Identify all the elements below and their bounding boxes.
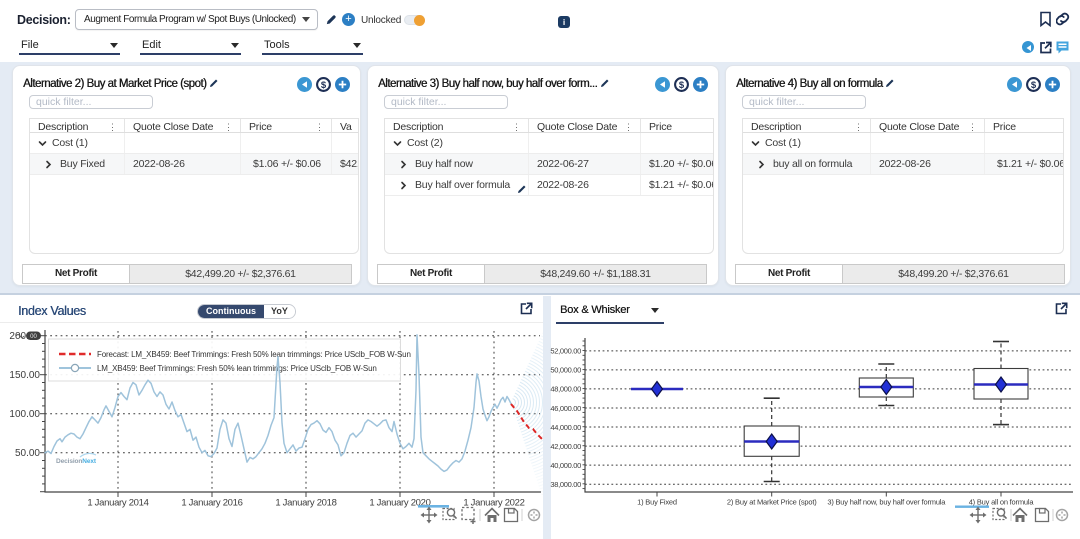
svg-text:38,000.00: 38,000.00 — [550, 480, 581, 489]
svg-text:LM_XB459: Beef Trimmings: Fres: LM_XB459: Beef Trimmings: Fresh 50% lean… — [97, 364, 377, 373]
svg-text:1) Buy Fixed: 1) Buy Fixed — [637, 498, 677, 507]
svg-text:44,000.00: 44,000.00 — [550, 423, 581, 432]
svg-text:1 January 2022: 1 January 2022 — [463, 498, 524, 509]
svg-text:$: $ — [321, 80, 327, 91]
svg-text:3) Buy half now, buy half over: 3) Buy half now, buy half over formula — [827, 498, 946, 507]
svg-text:4) Buy all on formula: 4) Buy all on formula — [969, 498, 1035, 507]
svg-text:50.00: 50.00 — [15, 448, 40, 459]
svg-text:2) Buy at Market Price (spot): 2) Buy at Market Price (spot) — [727, 498, 817, 507]
svg-text:50,000.00: 50,000.00 — [550, 366, 581, 375]
svg-text:46,000.00: 46,000.00 — [550, 404, 581, 413]
svg-text:52,000.00: 52,000.00 — [550, 347, 581, 356]
svg-text:DecisionNext: DecisionNext — [56, 458, 97, 465]
svg-text:$: $ — [1031, 80, 1037, 91]
svg-text:$: $ — [679, 80, 685, 91]
svg-text:150.00: 150.00 — [9, 370, 40, 381]
svg-text:200.00: 200.00 — [9, 331, 40, 342]
svg-text:00: 00 — [30, 334, 37, 340]
svg-text:Forecast: LM_XB459: Beef Trimm: Forecast: LM_XB459: Beef Trimmings: Fres… — [97, 350, 411, 359]
svg-text:42,000.00: 42,000.00 — [550, 442, 581, 451]
svg-text:1 January 2014: 1 January 2014 — [87, 498, 148, 509]
svg-text:100.00: 100.00 — [9, 409, 40, 420]
svg-text:40,000.00: 40,000.00 — [550, 461, 581, 470]
svg-text:1 January 2018: 1 January 2018 — [275, 498, 336, 509]
svg-text:1 January 2016: 1 January 2016 — [181, 498, 242, 509]
svg-text:48,000.00: 48,000.00 — [550, 385, 581, 394]
svg-text:1 January 2020: 1 January 2020 — [369, 498, 430, 509]
